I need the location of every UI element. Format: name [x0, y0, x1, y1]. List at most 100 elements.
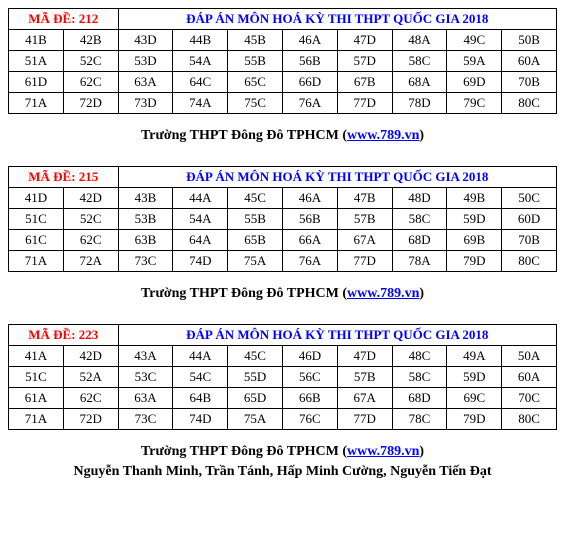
answer-cell: 53B [118, 209, 173, 230]
answer-cell: 80C [502, 251, 557, 272]
answer-cell: 66D [282, 72, 337, 93]
answer-cell: 41D [9, 188, 64, 209]
answer-cell: 56B [282, 51, 337, 72]
answer-cell: 65C [228, 72, 283, 93]
answer-cell: 57D [337, 51, 392, 72]
answer-cell: 76A [282, 93, 337, 114]
answer-cell: 64B [173, 388, 228, 409]
answer-cell: 71A [9, 409, 64, 430]
answer-cell: 72A [63, 251, 118, 272]
answer-cell: 58C [392, 51, 447, 72]
answer-cell: 54A [173, 51, 228, 72]
answer-cell: 49A [447, 346, 502, 367]
answer-cell: 60A [502, 367, 557, 388]
answer-cell: 51C [9, 367, 64, 388]
answer-cell: 43D [118, 30, 173, 51]
answer-cell: 46A [282, 30, 337, 51]
school-caption: Trường THPT Đông Đô TPHCM (www.789.vn) [8, 128, 557, 144]
answer-cell: 55B [228, 51, 283, 72]
answer-cell: 55B [228, 209, 283, 230]
answer-cell: 68D [392, 230, 447, 251]
answer-cell: 54C [173, 367, 228, 388]
answer-cell: 62C [63, 230, 118, 251]
answer-cell: 54A [173, 209, 228, 230]
exam-title: ĐÁP ÁN MÔN HOÁ KỲ THI THPT QUỐC GIA 2018 [118, 325, 556, 346]
answer-cell: 59D [447, 367, 502, 388]
answer-cell: 67B [337, 72, 392, 93]
answer-cell: 69C [447, 388, 502, 409]
answer-cell: 70B [502, 72, 557, 93]
answer-cell: 66A [282, 230, 337, 251]
answer-cell: 60A [502, 51, 557, 72]
exam-code: MÃ ĐỀ: 223 [9, 325, 119, 346]
answer-cell: 61C [9, 230, 64, 251]
answer-cell: 72D [63, 409, 118, 430]
caption-text: Trường THPT Đông Đô TPHCM ( [141, 286, 347, 301]
answer-cell: 69D [447, 72, 502, 93]
answer-cell: 56C [282, 367, 337, 388]
answer-table-0: MÃ ĐỀ: 212ĐÁP ÁN MÔN HOÁ KỲ THI THPT QUỐ… [8, 8, 557, 114]
answer-cell: 46A [282, 188, 337, 209]
answer-cell: 80C [502, 409, 557, 430]
answer-cell: 63A [118, 72, 173, 93]
answer-cell: 52C [63, 51, 118, 72]
answer-cell: 44A [173, 346, 228, 367]
answer-cell: 77D [337, 251, 392, 272]
answer-cell: 46D [282, 346, 337, 367]
answer-table-1: MÃ ĐỀ: 215ĐÁP ÁN MÔN HOÁ KỲ THI THPT QUỐ… [8, 166, 557, 272]
answer-cell: 43A [118, 346, 173, 367]
answer-cell: 62C [63, 388, 118, 409]
answer-cell: 49C [447, 30, 502, 51]
answer-cell: 69B [447, 230, 502, 251]
answer-cell: 49B [447, 188, 502, 209]
answer-cell: 57B [337, 209, 392, 230]
answer-cell: 48A [392, 30, 447, 51]
caption-close: ) [419, 286, 424, 301]
answer-cell: 73C [118, 251, 173, 272]
answer-cell: 47D [337, 346, 392, 367]
caption-text: Trường THPT Đông Đô TPHCM ( [141, 444, 347, 459]
answer-cell: 42D [63, 188, 118, 209]
answer-cell: 77D [337, 93, 392, 114]
answer-cell: 45C [228, 188, 283, 209]
answer-cell: 67A [337, 230, 392, 251]
answer-cell: 47D [337, 30, 392, 51]
source-link[interactable]: www.789.vn [347, 444, 419, 459]
answer-cell: 45B [228, 30, 283, 51]
answer-cell: 48D [392, 188, 447, 209]
answer-cell: 75A [228, 409, 283, 430]
answer-cell: 78C [392, 409, 447, 430]
answer-cell: 70B [502, 230, 557, 251]
answer-cell: 48C [392, 346, 447, 367]
answer-cell: 73D [118, 93, 173, 114]
answer-cell: 59A [447, 51, 502, 72]
answer-cell: 59D [447, 209, 502, 230]
answer-cell: 78A [392, 251, 447, 272]
answer-cell: 57B [337, 367, 392, 388]
answer-cell: 53D [118, 51, 173, 72]
answer-cell: 60D [502, 209, 557, 230]
answer-cell: 44A [173, 188, 228, 209]
source-link[interactable]: www.789.vn [347, 128, 419, 143]
answer-cell: 56B [282, 209, 337, 230]
answer-cell: 58C [392, 209, 447, 230]
answer-cell: 64C [173, 72, 228, 93]
answer-cell: 79D [447, 251, 502, 272]
answer-cell: 79D [447, 409, 502, 430]
answer-cell: 63A [118, 388, 173, 409]
caption-text: Trường THPT Đông Đô TPHCM ( [141, 128, 347, 143]
source-link[interactable]: www.789.vn [347, 286, 419, 301]
answer-cell: 47B [337, 188, 392, 209]
answer-cell: 80C [502, 93, 557, 114]
exam-code: MÃ ĐỀ: 212 [9, 9, 119, 30]
answer-cell: 72D [63, 93, 118, 114]
caption-close: ) [419, 128, 424, 143]
answer-cell: 74D [173, 251, 228, 272]
school-caption: Trường THPT Đông Đô TPHCM (www.789.vn) [8, 444, 557, 460]
answer-cell: 73C [118, 409, 173, 430]
answer-cell: 41A [9, 346, 64, 367]
exam-title: ĐÁP ÁN MÔN HOÁ KỲ THI THPT QUỐC GIA 2018 [118, 9, 556, 30]
answer-cell: 50C [502, 188, 557, 209]
answer-cell: 65B [228, 230, 283, 251]
answer-cell: 52A [63, 367, 118, 388]
